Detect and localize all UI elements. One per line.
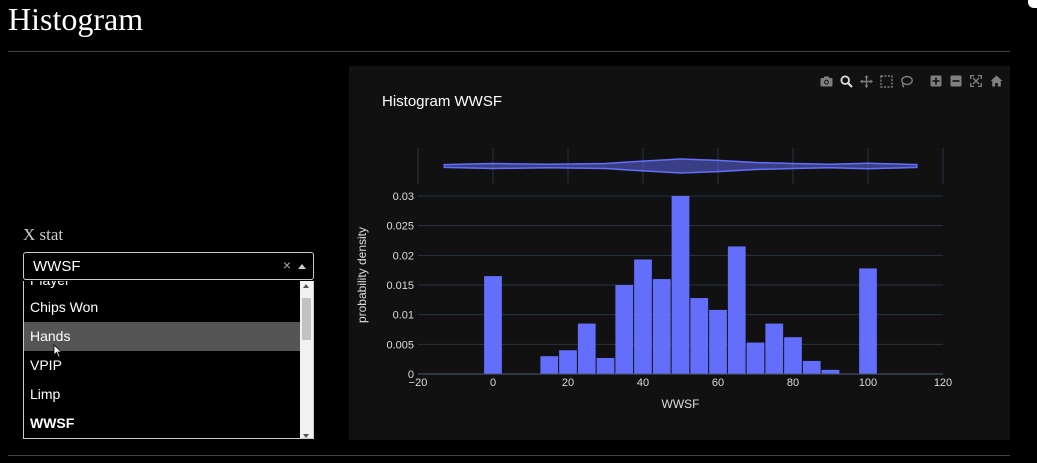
page-title: Histogram [8, 1, 144, 37]
zoom-icon[interactable] [837, 72, 855, 90]
histogram-bar [596, 357, 615, 374]
scroll-thumb[interactable] [302, 298, 311, 340]
autoscale-icon[interactable] [967, 72, 985, 90]
y-tick-label: 0.005 [386, 339, 414, 351]
histogram-bar [727, 246, 746, 374]
zoom-in-icon[interactable] [927, 72, 945, 90]
x-tick-label: 20 [562, 377, 574, 389]
y-axis-title: probability density [355, 227, 369, 323]
x-tick-label: 40 [637, 377, 649, 389]
plot-modebar [817, 72, 1005, 90]
x-tick-label: 100 [859, 377, 877, 389]
pan-icon[interactable] [857, 72, 875, 90]
histogram-bar [859, 268, 877, 374]
plot-title: Histogram WWSF [382, 93, 502, 110]
x-tick-label: 80 [787, 377, 799, 389]
histogram-bar [559, 350, 577, 374]
histogram-plot[interactable]: Histogram WWSF −20 0 20 40 60 80 100 120 0 0.005… [349, 66, 1010, 440]
option-wwsf[interactable]: WWSF [30, 415, 75, 431]
mouse-cursor-icon [53, 344, 63, 358]
menu-scrollbar[interactable] [300, 281, 313, 438]
x-tick-label: −20 [409, 377, 428, 389]
histogram-bar [784, 337, 802, 374]
lasso-select-icon[interactable] [897, 72, 915, 90]
histogram-bar [802, 360, 821, 374]
scroll-down-icon[interactable] [303, 434, 309, 438]
x-tick-label: 120 [934, 377, 952, 389]
top-divider [8, 51, 1010, 52]
chevron-up-icon[interactable] [298, 264, 306, 269]
histogram-bar [652, 279, 671, 374]
corner-decoration [1028, 0, 1037, 8]
histogram-bar [821, 369, 840, 374]
y-tick-label: 0.015 [386, 280, 414, 292]
reset-axes-icon[interactable] [987, 72, 1005, 90]
option-chips-won[interactable]: Chips Won [30, 299, 99, 315]
x-tick-labels: −20 0 20 40 60 80 100 120 [409, 377, 953, 389]
histogram-bar [540, 356, 559, 374]
xstat-select-value: WWSF [33, 258, 81, 275]
option-player[interactable]: Player [24, 281, 300, 295]
y-tick-label: 0.01 [393, 310, 414, 322]
xstat-options-menu[interactable]: Player Chips Won Hands VPIP Limp WWSF [23, 281, 314, 439]
histogram-bars [484, 196, 877, 374]
option-hands[interactable]: Hands [24, 322, 300, 351]
y-tick-label: 0.025 [386, 221, 414, 233]
histogram-bar [577, 323, 596, 374]
xstat-label: X stat [23, 225, 64, 244]
marginal-violin [443, 158, 918, 174]
histogram-bar [634, 259, 652, 374]
histogram-bar [615, 285, 634, 374]
y-tick-label: 0 [408, 369, 414, 381]
histogram-bar [690, 298, 709, 374]
zoom-out-icon[interactable] [947, 72, 965, 90]
x-tick-label: 0 [490, 377, 496, 389]
scroll-up-icon[interactable] [303, 284, 309, 288]
x-axis-title: WWSF [662, 397, 700, 411]
x-tick-label: 60 [712, 377, 724, 389]
histogram-bar [746, 342, 765, 374]
camera-icon[interactable] [817, 72, 835, 90]
option-vpip[interactable]: VPIP [30, 357, 62, 373]
histogram-chart: −20 0 20 40 60 80 100 120 00.0050.010.0150.020.… [355, 148, 953, 411]
histogram-bar [484, 276, 502, 374]
histogram-bar [765, 323, 784, 374]
y-tick-labels: 0 0.005 0.01 0.015 0.02 0.025 0.03 [386, 191, 414, 381]
option-limp[interactable]: Limp [30, 386, 61, 402]
box-select-icon[interactable] [877, 72, 895, 90]
y-tick-label: 0.02 [393, 250, 414, 262]
histogram-bar [709, 309, 727, 374]
xstat-select[interactable]: WWSF × [23, 252, 314, 280]
histogram-bar [671, 196, 690, 374]
y-tick-label: 0.03 [393, 191, 414, 203]
clear-icon[interactable]: × [282, 257, 291, 273]
bottom-divider [8, 455, 1010, 456]
